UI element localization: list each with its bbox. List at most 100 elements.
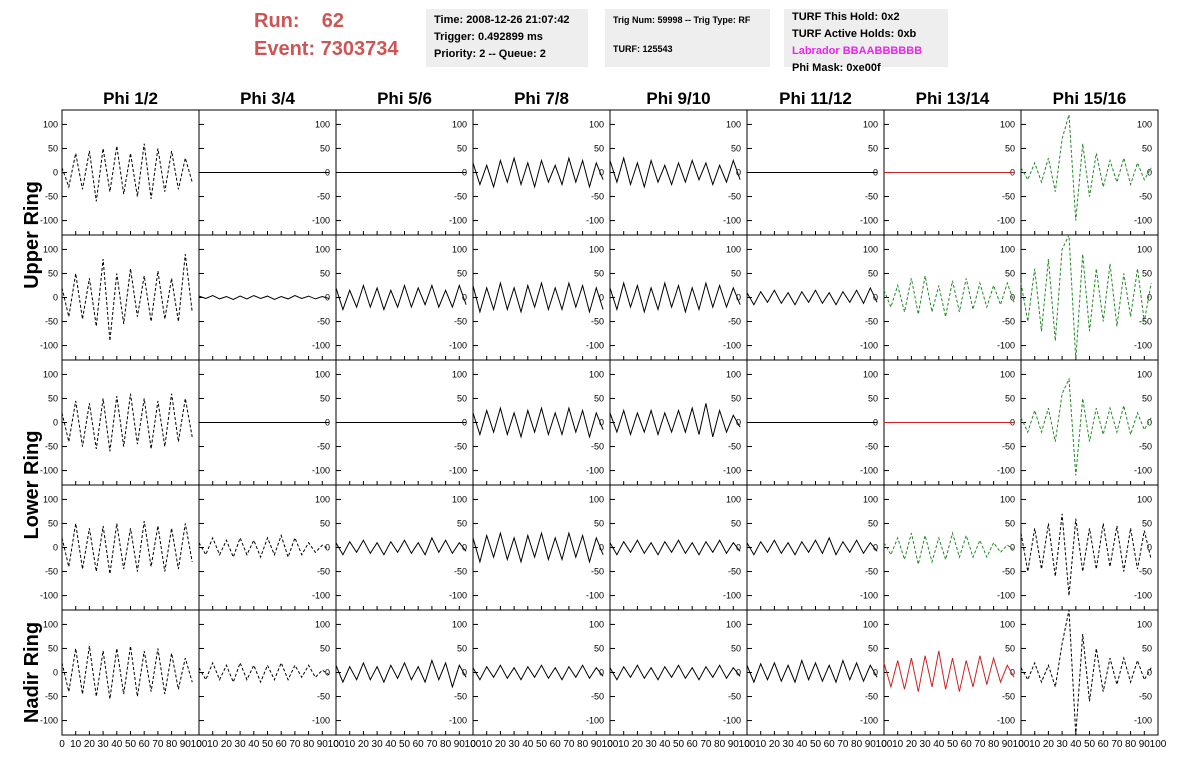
y-tick-label: 100 <box>1137 244 1152 254</box>
x-tick-label: 40 <box>522 739 534 750</box>
y-tick-label: 0 <box>1147 168 1152 178</box>
y-tick-label: 100 <box>726 369 741 379</box>
y-tick-label: -100 <box>860 341 878 351</box>
x-tick-label: 80 <box>1125 739 1137 750</box>
y-tick-label: 0 <box>599 543 604 553</box>
y-tick-label: 0 <box>736 668 741 678</box>
y-tick-label: 0 <box>1010 668 1015 678</box>
x-tick-label: 90 <box>1139 739 1151 750</box>
y-tick-label: -50 <box>728 567 741 577</box>
y-tick-label: 50 <box>868 643 878 653</box>
y-tick-label: 0 <box>53 668 58 678</box>
x-tick-label: 0 <box>59 739 65 750</box>
x-tick-label: 10 <box>344 739 356 750</box>
y-tick-label: -100 <box>449 466 467 476</box>
x-tick-label: 70 <box>426 739 438 750</box>
y-tick-label: 0 <box>736 293 741 303</box>
x-tick-label: 40 <box>933 739 945 750</box>
y-tick-label: -50 <box>728 442 741 452</box>
x-tick-label: 90 <box>591 739 603 750</box>
y-tick-label: 100 <box>1137 369 1152 379</box>
time-box: Time: 2008-12-26 21:07:42 Trigger: 0.4928… <box>426 9 588 67</box>
waveform <box>335 283 467 312</box>
x-tick-label: 70 <box>152 739 164 750</box>
x-tick-label: 0 <box>607 739 613 750</box>
waveform <box>883 650 1015 692</box>
waveform <box>609 664 741 681</box>
info-line: Time: 2008-12-26 21:07:42 <box>434 14 570 26</box>
x-tick-label: 60 <box>961 739 973 750</box>
y-tick-label: 100 <box>43 119 58 129</box>
waveform <box>609 403 741 438</box>
x-tick-label: 90 <box>454 739 466 750</box>
waveform <box>198 533 330 559</box>
y-tick-label: -50 <box>591 567 604 577</box>
y-tick-label: 50 <box>731 393 741 403</box>
y-tick-label: 50 <box>1005 143 1015 153</box>
y-tick-label: -50 <box>1002 317 1015 327</box>
waveform <box>609 281 741 314</box>
y-tick-label: -50 <box>591 692 604 702</box>
info-line: TURF This Hold: 0x2 <box>792 11 900 23</box>
panel-frame <box>61 359 200 486</box>
y-tick-label: 0 <box>53 418 58 428</box>
y-tick-label: -50 <box>45 192 58 202</box>
x-tick-label: 80 <box>303 739 315 750</box>
y-tick-label: 100 <box>589 119 604 129</box>
x-tick-label: 20 <box>906 739 918 750</box>
x-tick-label: 30 <box>1057 739 1069 750</box>
x-tick-label: 40 <box>796 739 808 750</box>
x-tick-label: 90 <box>317 739 329 750</box>
y-tick-label: 100 <box>863 619 878 629</box>
x-tick-label: 60 <box>824 739 836 750</box>
y-tick-label: -50 <box>317 442 330 452</box>
y-tick-label: 50 <box>457 393 467 403</box>
y-tick-label: -50 <box>591 442 604 452</box>
y-tick-label: -100 <box>997 466 1015 476</box>
x-tick-label: 30 <box>646 739 658 750</box>
x-tick-label: 30 <box>98 739 110 750</box>
waveform <box>1020 377 1152 476</box>
y-tick-label: 0 <box>873 293 878 303</box>
row-label: Nadir Ring <box>21 622 43 723</box>
y-tick-label: -100 <box>1134 466 1152 476</box>
waveform <box>472 406 604 439</box>
y-tick-label: 100 <box>315 119 330 129</box>
y-tick-label: 50 <box>868 268 878 278</box>
y-tick-label: 0 <box>53 293 58 303</box>
y-tick-label: 50 <box>1142 518 1152 528</box>
waveform <box>61 521 193 574</box>
x-tick-label: 40 <box>248 739 260 750</box>
y-tick-label: -100 <box>586 591 604 601</box>
y-tick-label: -50 <box>1002 567 1015 577</box>
y-tick-label: 100 <box>43 244 58 254</box>
y-tick-label: 100 <box>1000 494 1015 504</box>
waveform <box>1020 114 1152 221</box>
x-tick-label: 100 <box>1150 739 1167 750</box>
waveform <box>198 295 330 300</box>
x-tick-label: 50 <box>125 739 137 750</box>
y-tick-label: 50 <box>457 143 467 153</box>
y-tick-label: 100 <box>1000 619 1015 629</box>
y-tick-label: -100 <box>586 216 604 226</box>
x-tick-label: 70 <box>563 739 575 750</box>
waveform <box>472 531 604 564</box>
y-tick-label: 50 <box>320 143 330 153</box>
info-line: Phi Mask: 0xe00f <box>792 62 881 74</box>
x-tick-label: 70 <box>837 739 849 750</box>
y-tick-label: 50 <box>868 518 878 528</box>
y-tick-label: 0 <box>1010 543 1015 553</box>
y-tick-label: 0 <box>1147 418 1152 428</box>
y-tick-label: -50 <box>1002 192 1015 202</box>
y-tick-label: 50 <box>868 393 878 403</box>
x-tick-label: 50 <box>262 739 274 750</box>
y-tick-label: 50 <box>731 518 741 528</box>
y-tick-label: -50 <box>454 567 467 577</box>
x-tick-label: 20 <box>358 739 370 750</box>
y-tick-label: 0 <box>462 543 467 553</box>
x-tick-label: 100 <box>739 739 756 750</box>
y-tick-label: -100 <box>40 466 58 476</box>
y-tick-label: 100 <box>863 369 878 379</box>
x-tick-label: 80 <box>440 739 452 750</box>
